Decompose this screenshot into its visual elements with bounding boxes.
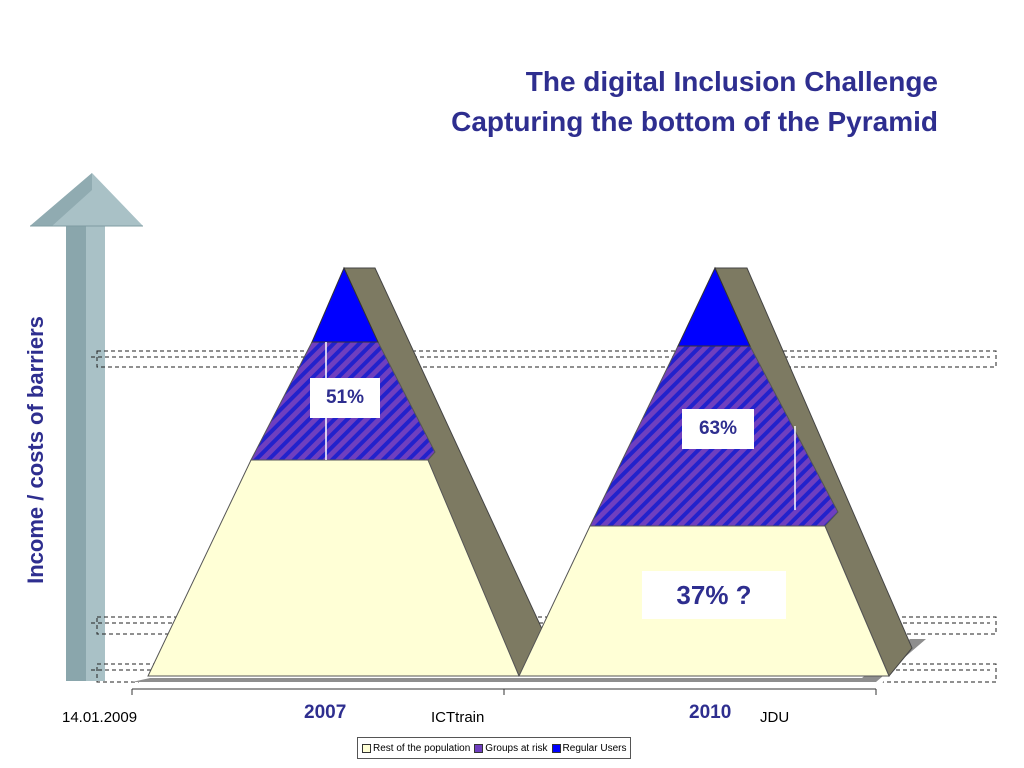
legend-swatch-rest <box>362 743 371 753</box>
pyramid-2007-risk-label: 51% <box>310 378 380 418</box>
pyramid-2010-risk-label: 63% <box>682 409 754 449</box>
category-label-2007: 2007 <box>304 702 347 723</box>
pyramid-2010-rest-label: 37% ? <box>642 571 786 619</box>
pyramid-2010-regular-segment <box>677 266 751 347</box>
legend-swatch-risk <box>474 743 484 753</box>
title-line-2: Capturing the bottom of the Pyramid <box>451 106 938 137</box>
y-axis-arrow <box>30 173 143 681</box>
legend-label-rest: Rest of the population <box>373 742 471 754</box>
legend-item-risk: Groups at risk <box>474 742 548 754</box>
legend-label-risk: Groups at risk <box>485 742 548 754</box>
chart-legend: Rest of the population Groups at risk Re… <box>357 737 632 759</box>
legend-item-regular: Regular Users <box>551 742 627 754</box>
y-axis-label: Income / costs of barriers <box>23 316 48 584</box>
footer-center: ICTtrain <box>431 709 485 726</box>
pyramid-2007-regular-segment <box>311 266 379 343</box>
category-label-2010: 2010 <box>689 702 732 723</box>
legend-swatch-regular <box>551 743 561 753</box>
legend-item-rest: Rest of the population <box>362 743 470 754</box>
footer-date: 14.01.2009 <box>62 709 138 726</box>
title-line-1: The digital Inclusion Challenge <box>525 66 938 97</box>
slide-title: The digital Inclusion Challenge Capturin… <box>238 62 938 142</box>
legend-label-regular: Regular Users <box>562 742 627 754</box>
pyramid-2007 <box>147 266 549 677</box>
footer-right: JDU <box>760 709 790 726</box>
